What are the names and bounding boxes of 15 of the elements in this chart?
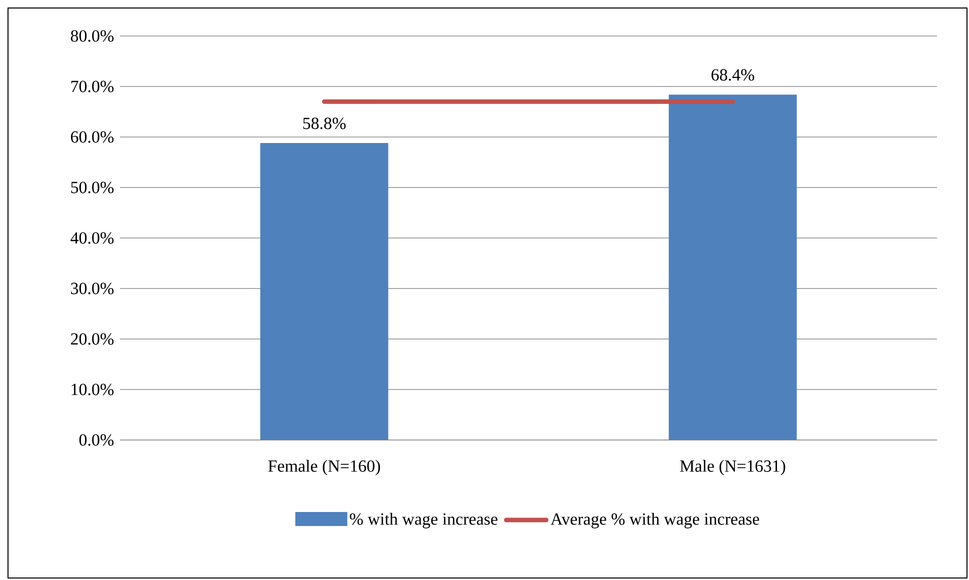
legend-label: % with wage increase — [350, 512, 498, 528]
y-tick-label: 0.0% — [79, 434, 114, 446]
data-label: 68.4% — [712, 69, 754, 81]
y-tick-label: 40.0% — [70, 232, 114, 244]
y-tick-label: 50.0% — [71, 182, 114, 194]
data-label: 58.8% — [303, 118, 346, 130]
y-tick-label: 60.0% — [70, 131, 114, 143]
x-tick-label: Male (N=1631) — [680, 460, 786, 476]
y-tick-label: 80.0% — [70, 30, 114, 42]
x-tick-label: Female (N=160) — [268, 460, 380, 476]
y-tick-label: 70.0% — [71, 80, 114, 92]
y-tick-label: 10.0% — [72, 384, 114, 396]
y-tick-label: 30.0% — [71, 282, 114, 294]
y-tick-label: 20.0% — [70, 333, 114, 345]
legend-label: Average % with wage increase — [550, 512, 760, 528]
